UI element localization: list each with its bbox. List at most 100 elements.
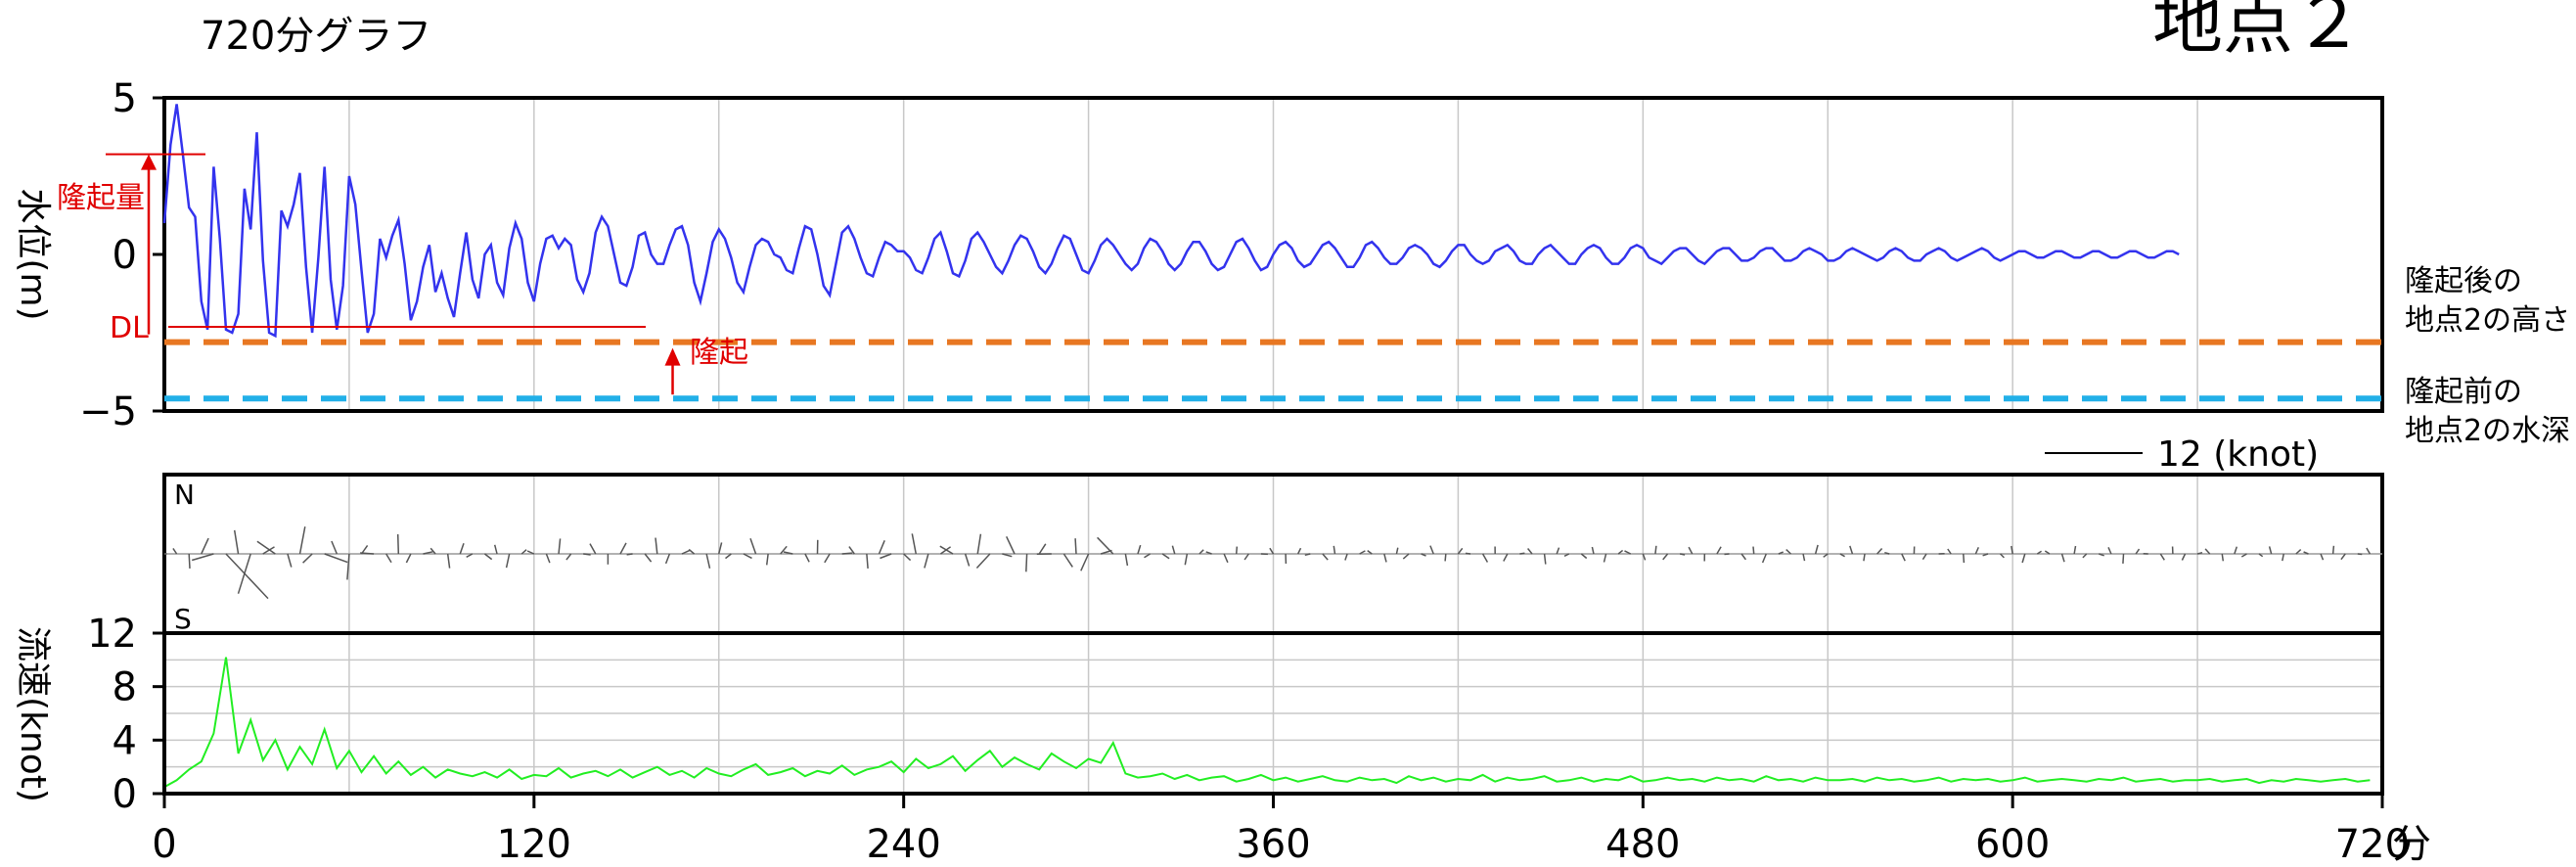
vector-mark — [1662, 553, 1669, 561]
vector-mark — [2295, 549, 2302, 555]
vector-mark — [976, 533, 982, 555]
vector-mark — [880, 553, 892, 560]
vector-mark — [866, 553, 869, 569]
x-tick-label: 240 — [866, 822, 940, 867]
current-speed-panel: 12 8 4 0 流速(knot) 0 120 240 360 480 600 720 分 — [13, 612, 2431, 867]
vector-mark — [262, 546, 275, 555]
vector-mark — [1322, 553, 1329, 561]
vector-mark — [256, 540, 276, 555]
vector-mark — [191, 553, 214, 562]
vector-mark — [848, 546, 855, 555]
vector-mark — [1921, 553, 1927, 561]
vector-mark — [1198, 549, 1204, 555]
vector-mark — [545, 553, 551, 564]
vector-mark — [975, 553, 991, 570]
vector-mark — [1688, 546, 1694, 555]
vector-mark — [1235, 546, 1239, 555]
vector-mark — [1617, 549, 1624, 555]
vector-mark — [964, 553, 971, 567]
vector-mark — [324, 553, 348, 564]
vector-mark — [1304, 553, 1311, 557]
x-unit-label: 分 — [2392, 822, 2431, 867]
vector-mark — [233, 529, 240, 555]
vector-mark — [688, 548, 696, 555]
vector-mark — [2060, 553, 2065, 563]
vector-mark — [705, 553, 711, 569]
vector-mark — [2196, 551, 2203, 555]
vector-mark — [1876, 547, 1883, 555]
x-tick-label: 480 — [1605, 822, 1680, 867]
vector-mark — [2099, 553, 2104, 557]
vector-mark — [1527, 548, 1533, 555]
vector-mark — [172, 547, 178, 555]
vector-mark — [1543, 553, 1547, 565]
vector-mark — [466, 553, 474, 558]
vector-mark — [1947, 548, 1952, 555]
vector-mark — [1974, 547, 1979, 555]
vector-mark — [237, 553, 251, 594]
vector-mark — [2303, 551, 2309, 555]
vector-mark — [396, 533, 400, 555]
vector-mark — [2159, 553, 2165, 561]
vector-mark — [2234, 546, 2238, 555]
vector-mark — [2366, 547, 2372, 555]
vector-mark — [1785, 549, 1791, 555]
x-axis-ticks: 0 120 240 360 480 600 720 — [152, 794, 2410, 867]
uplift-annotations: 隆起量 DL 隆起 — [57, 153, 748, 395]
vector-mark — [1124, 553, 1129, 567]
water-level-panel: 5 0 −5 水位(m) 隆起後の 地点2の高さ 隆起前の 地点2の水深 隆起量 D… — [13, 76, 2570, 448]
vector-mark — [780, 545, 788, 555]
vector-mark — [459, 542, 465, 555]
vector-mark — [558, 538, 562, 555]
vector-mark — [1062, 553, 1073, 568]
vector-mark — [1383, 553, 1387, 563]
vector-mark — [2036, 550, 2043, 555]
x-tick-label: 600 — [1975, 822, 2050, 867]
speed-y-ticks: 12 8 4 0 — [87, 612, 164, 817]
vector-mark — [2107, 547, 2112, 555]
vector-mark — [526, 550, 535, 555]
vector-mark — [423, 551, 433, 555]
vector-mark — [681, 549, 691, 555]
uplift-amount-label: 隆起量 — [57, 181, 145, 215]
water-level-series-line — [162, 104, 2180, 339]
vector-mark — [1038, 543, 1047, 555]
speed-tick-label: 12 — [87, 612, 137, 657]
vector-mark — [783, 551, 793, 555]
vector-mark — [804, 553, 810, 563]
vector-mark — [429, 547, 436, 555]
vertical-grid — [348, 98, 2198, 794]
current-vector-panel: 12 (knot) N S — [162, 434, 2384, 635]
vector-mark — [1642, 553, 1647, 561]
vector-mark — [2221, 553, 2225, 562]
uplift-arrowhead — [664, 347, 681, 366]
vector-mark — [743, 553, 752, 560]
speed-ylabel: 流速(knot) — [13, 626, 53, 802]
vector-mark — [765, 553, 769, 566]
vector-mark — [201, 537, 209, 555]
vector-mark — [718, 542, 723, 555]
vector-mark — [1963, 553, 1966, 564]
vector-mark — [1624, 550, 1632, 555]
subtitle: 720分グラフ — [201, 14, 431, 59]
vector-mark — [725, 553, 732, 560]
vector-mark — [1761, 553, 1767, 564]
vector-mark — [1429, 545, 1434, 555]
vector-mark — [188, 553, 191, 569]
x-tick-label: 0 — [152, 822, 176, 867]
vector-mark — [1097, 536, 1114, 555]
vector-mark — [2044, 550, 2051, 555]
vector-mark — [1481, 553, 1489, 563]
vector-mark — [1465, 552, 1471, 555]
vector-mark — [2282, 553, 2284, 562]
vector-mark — [903, 553, 912, 562]
vector-mark — [1359, 550, 1366, 555]
uplift-label: 隆起 — [690, 336, 748, 370]
speed-tick-label: 0 — [113, 772, 137, 817]
vector-mark — [505, 553, 511, 569]
vector-mark — [1740, 553, 1747, 561]
vector-mark — [911, 533, 917, 555]
vector-mark — [298, 526, 306, 555]
vector-mark — [520, 549, 527, 555]
vector-mark — [1297, 547, 1302, 555]
